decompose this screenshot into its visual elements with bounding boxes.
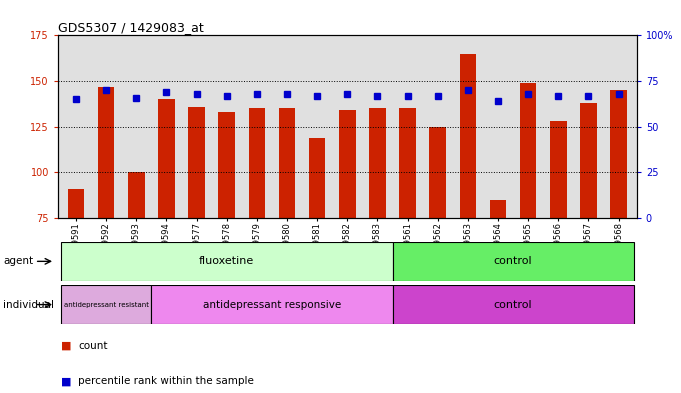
Bar [392,242,634,281]
Bar [61,242,392,281]
Bar [309,138,326,218]
Bar [219,112,235,218]
Text: agent: agent [3,256,33,266]
Text: ■: ■ [61,376,72,386]
Text: antidepressant resistant: antidepressant resistant [63,301,148,308]
Bar [430,127,446,218]
Text: antidepressant responsive: antidepressant responsive [203,299,341,310]
Bar [392,285,634,324]
Text: percentile rank within the sample: percentile rank within the sample [78,376,254,386]
Bar [339,110,355,218]
Bar [67,189,84,218]
Bar [188,107,205,218]
Text: control: control [494,299,533,310]
Bar [490,200,507,218]
Bar [520,83,537,218]
Text: GDS5307 / 1429083_at: GDS5307 / 1429083_at [58,21,204,34]
Bar [399,108,416,218]
Bar [128,173,144,218]
Bar [98,86,114,218]
Text: fluoxetine: fluoxetine [199,256,254,266]
Text: count: count [78,341,108,351]
Bar [550,121,567,218]
Text: individual: individual [3,299,54,310]
Bar [249,108,265,218]
Text: ■: ■ [61,341,72,351]
Bar [158,99,175,218]
Bar [279,108,296,218]
Text: control: control [494,256,533,266]
Bar [61,285,151,324]
Bar [460,53,476,218]
Bar [369,108,385,218]
Bar [151,285,392,324]
Bar [610,90,627,218]
Bar [580,103,597,218]
